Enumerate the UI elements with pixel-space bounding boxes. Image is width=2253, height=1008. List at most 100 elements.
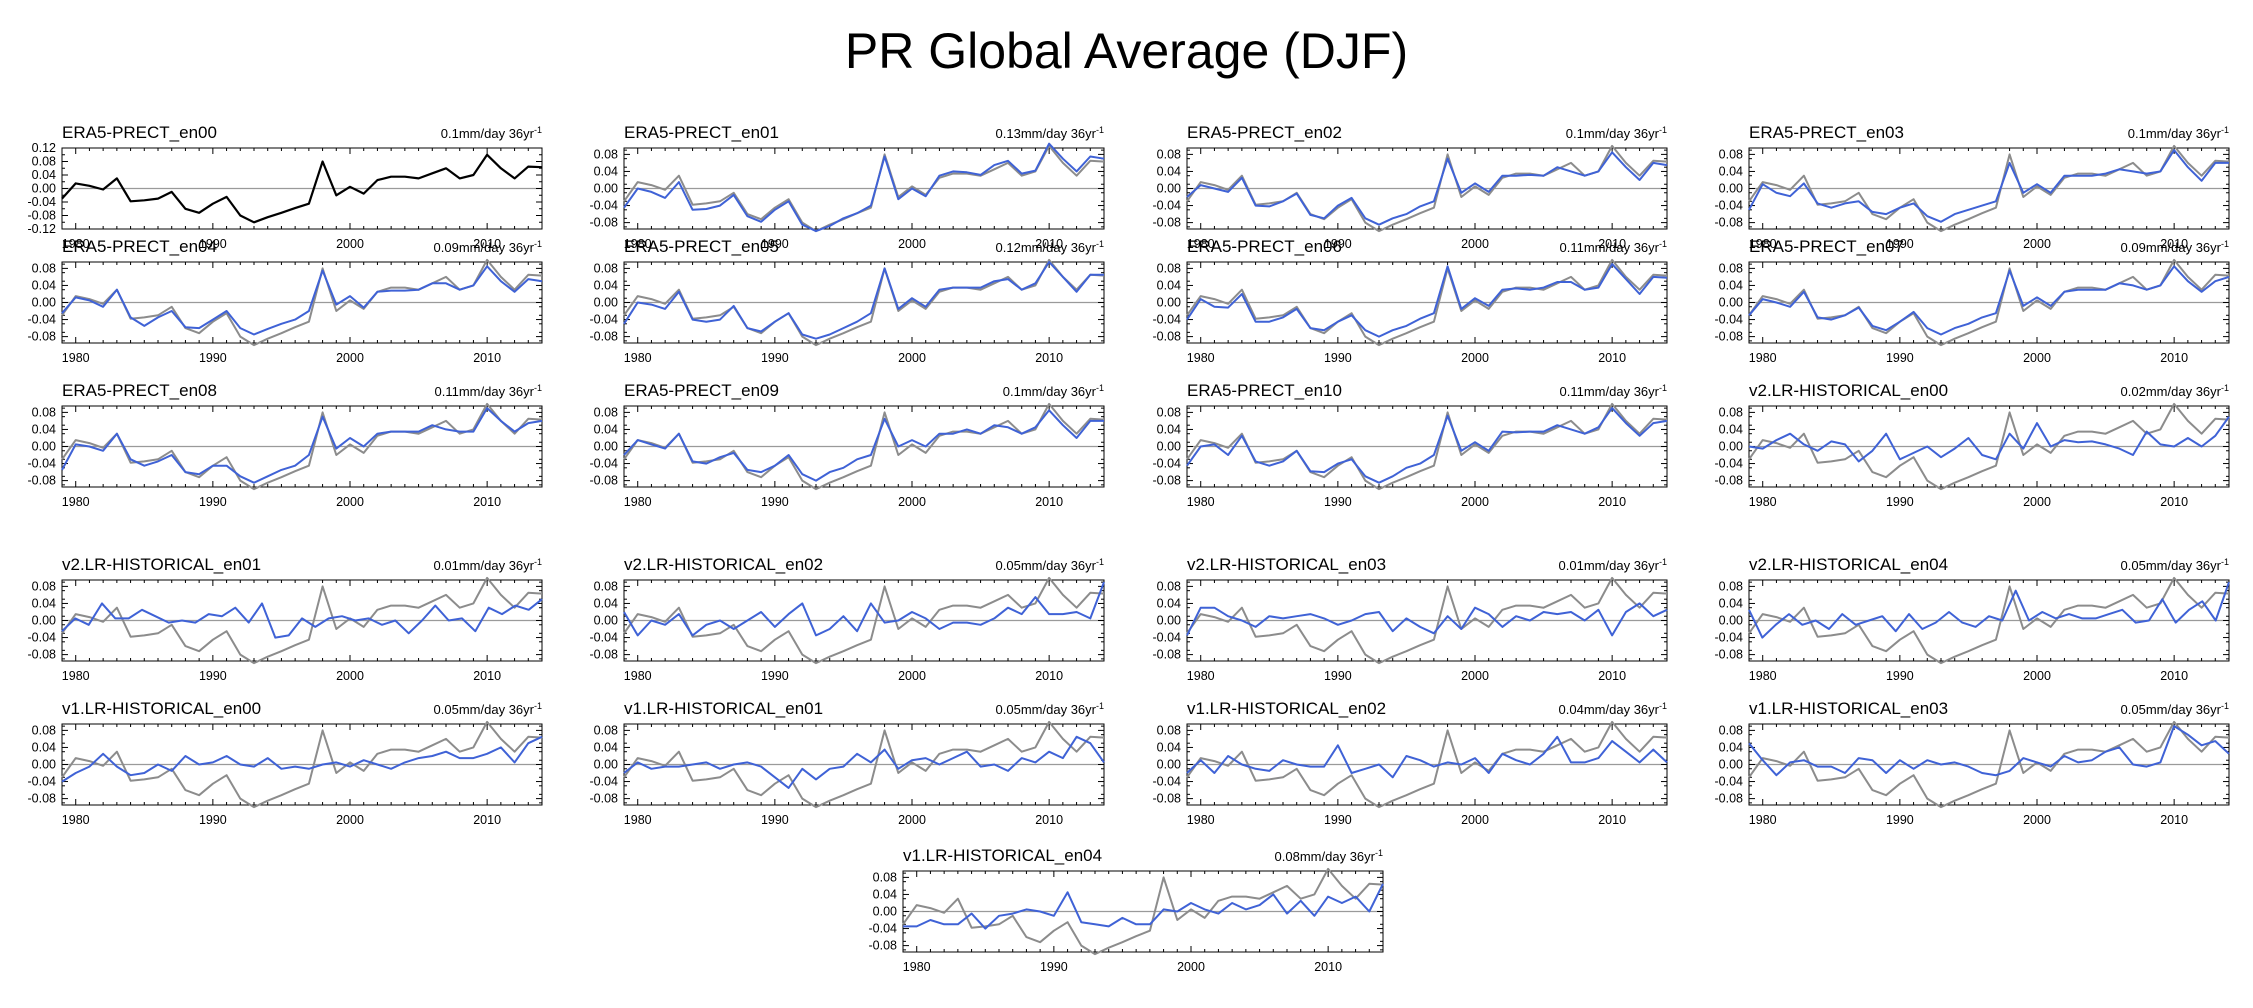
x-tick-label: 1980	[1749, 237, 1777, 251]
x-tick-label: 1980	[62, 669, 90, 683]
panel-title: v1.LR-HISTORICAL_en03	[1749, 699, 1948, 718]
panel: ERA5-PRECT_en02 0.1mm/day 36yr-1 0.08 0.04 0…	[1153, 123, 1668, 251]
x-tick-label: 1980	[1749, 495, 1777, 509]
y-tick-label: 0.04	[1719, 278, 1743, 292]
y-tick-label: 0.04	[32, 168, 56, 182]
x-tick-label: 2000	[1461, 351, 1489, 365]
x-tick-label: 1980	[62, 813, 90, 827]
y-tick-label: -0.08	[590, 792, 619, 806]
y-tick-label: 0.04	[594, 740, 618, 754]
panel-trend: 0.02mm/day 36yr-1	[2121, 383, 2229, 399]
x-tick-label: 1990	[1886, 237, 1914, 251]
panel: ERA5-PRECT_en10 0.11mm/day 36yr-1 0.08 0.04…	[1153, 381, 1668, 509]
x-tick-label: 1980	[1749, 813, 1777, 827]
series-line-reference	[1186, 720, 1668, 809]
y-tick-label: -0.08	[1715, 330, 1744, 344]
series-line-member	[903, 883, 1384, 930]
x-tick-label: 2000	[336, 813, 364, 827]
panel-trend: 0.01mm/day 36yr-1	[434, 557, 542, 573]
x-tick-label: 2010	[1598, 669, 1626, 683]
x-tick-label: 2000	[336, 495, 364, 509]
panel-trend: 0.04mm/day 36yr-1	[1559, 701, 1667, 717]
y-tick-label: 0.08	[1719, 405, 1743, 419]
x-tick-label: 1980	[624, 351, 652, 365]
x-tick-label: 1990	[1324, 237, 1352, 251]
x-tick-label: 2010	[1598, 237, 1626, 251]
x-tick-label: 2010	[473, 669, 501, 683]
y-tick-label: 0.00	[1157, 296, 1181, 310]
y-tick-label: 0.00	[32, 182, 56, 196]
y-tick-label: -0.08	[1153, 330, 1182, 344]
y-tick-label: 0.04	[1719, 164, 1743, 178]
x-tick-label: 1980	[62, 237, 90, 251]
y-tick-label: 0.04	[32, 740, 56, 754]
y-tick-label: 0.04	[32, 278, 56, 292]
y-tick-label: 0.04	[1157, 164, 1181, 178]
x-tick-label: 2000	[2023, 351, 2051, 365]
y-tick-label: 0.12	[32, 141, 56, 155]
x-tick-label: 2000	[898, 669, 926, 683]
y-tick-label: 0.04	[873, 887, 897, 901]
series-line-reference	[1186, 576, 1668, 665]
y-tick-label: 0.00	[1157, 440, 1181, 454]
y-tick-label: 0.00	[594, 296, 618, 310]
panel-title: ERA5-PRECT_en06	[1187, 237, 1342, 256]
panel-title: v1.LR-HISTORICAL_en01	[624, 699, 823, 718]
panel-trend: 0.09mm/day 36yr-1	[2121, 239, 2229, 255]
y-tick-label: -0.04	[590, 631, 619, 645]
y-tick-label: -0.08	[1153, 792, 1182, 806]
y-tick-label: 0.04	[1719, 596, 1743, 610]
series-line-member	[1186, 407, 1668, 484]
y-tick-label: -0.04	[28, 195, 57, 209]
y-tick-label: 0.08	[1719, 261, 1743, 275]
y-tick-label: 0.08	[594, 723, 618, 737]
y-tick-label: -0.08	[1715, 648, 1744, 662]
y-tick-label: 0.00	[1719, 182, 1743, 196]
y-tick-label: 0.04	[1157, 278, 1181, 292]
series-line-member	[1748, 149, 2229, 223]
x-tick-label: 1990	[1324, 669, 1352, 683]
x-tick-label: 2010	[1035, 813, 1063, 827]
x-tick-label: 2000	[2023, 237, 2051, 251]
x-tick-label: 1980	[624, 669, 652, 683]
x-tick-label: 2010	[2160, 495, 2188, 509]
series-line-reference	[623, 576, 1105, 665]
x-tick-label: 2000	[2023, 813, 2051, 827]
x-tick-label: 2000	[1461, 237, 1489, 251]
y-tick-label: 0.08	[32, 261, 56, 275]
x-tick-label: 2000	[2023, 669, 2051, 683]
x-tick-label: 2000	[336, 237, 364, 251]
x-tick-label: 1990	[199, 351, 227, 365]
panel-trend: 0.1mm/day 36yr-1	[1566, 125, 1667, 141]
panel: v1.LR-HISTORICAL_en02 0.04mm/day 36yr-1 0.…	[1153, 699, 1668, 827]
panel-trend: 0.05mm/day 36yr-1	[2121, 701, 2229, 717]
y-tick-label: 0.08	[594, 579, 618, 593]
panel-title: v1.LR-HISTORICAL_en02	[1187, 699, 1386, 718]
y-tick-label: 0.08	[1157, 147, 1181, 161]
y-tick-label: 0.00	[1157, 758, 1181, 772]
series-line-member	[623, 581, 1105, 637]
panel: ERA5-PRECT_en08 0.11mm/day 36yr-1 0.08 0.04…	[28, 381, 543, 509]
series-line-member	[623, 261, 1104, 340]
x-tick-label: 1990	[1886, 351, 1914, 365]
y-tick-label: -0.08	[1153, 474, 1182, 488]
series-line-member	[1186, 602, 1668, 637]
y-tick-label: -0.04	[1153, 313, 1182, 327]
y-tick-label: 0.08	[1719, 579, 1743, 593]
panel: v1.LR-HISTORICAL_en04 0.08mm/day 36yr-1 0.…	[869, 846, 1384, 974]
y-tick-label: 0.00	[32, 296, 56, 310]
y-tick-label: -0.08	[28, 330, 57, 344]
x-tick-label: 1990	[199, 495, 227, 509]
x-tick-label: 2010	[473, 351, 501, 365]
x-tick-label: 2010	[1035, 495, 1063, 509]
x-tick-label: 2000	[2023, 495, 2051, 509]
y-tick-label: -0.04	[1715, 457, 1744, 471]
y-tick-label: -0.08	[590, 330, 619, 344]
x-tick-label: 2000	[898, 813, 926, 827]
x-tick-label: 1990	[761, 495, 789, 509]
panel: ERA5-PRECT_en00 0.1mm/day 36yr-10.120.080…	[28, 123, 543, 251]
x-tick-label: 2010	[1598, 495, 1626, 509]
panel-trend: 0.11mm/day 36yr-1	[1560, 239, 1667, 255]
panel: ERA5-PRECT_en06 0.11mm/day 36yr-1 0.08 0.04…	[1153, 237, 1668, 365]
